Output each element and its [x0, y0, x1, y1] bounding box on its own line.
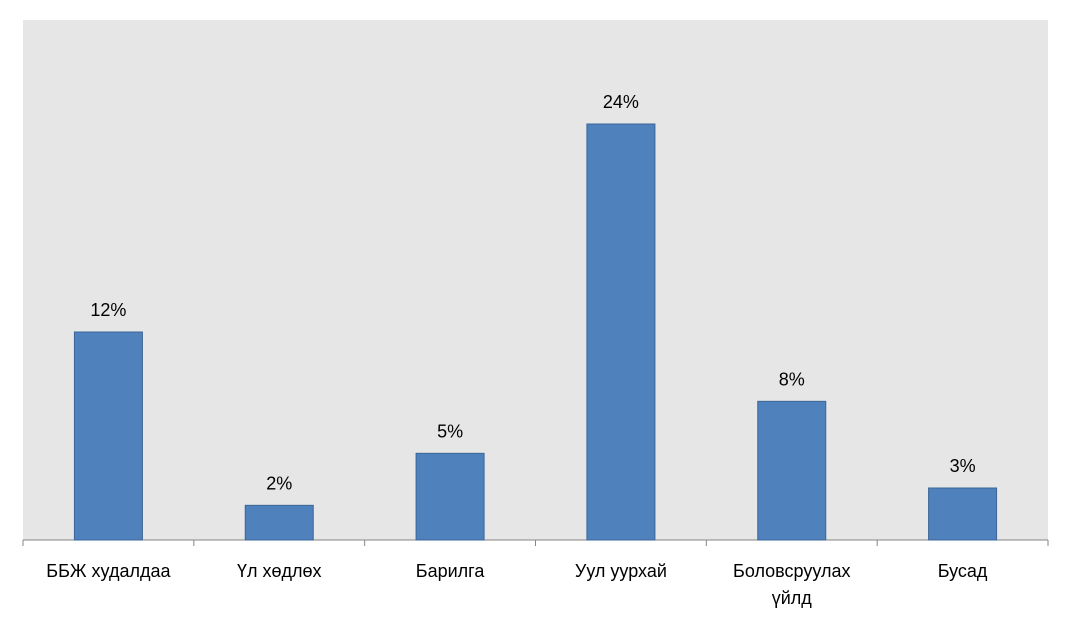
bar	[586, 123, 656, 541]
bar	[415, 452, 485, 541]
bar	[73, 331, 143, 541]
value-label: 24%	[603, 92, 639, 112]
x-tick-label: ББЖ худалдаа	[46, 561, 171, 581]
value-label: 2%	[266, 473, 292, 493]
bar	[928, 487, 998, 541]
x-tick-label: Уул уурхай	[574, 561, 667, 581]
bar	[244, 504, 314, 541]
value-label: 8%	[779, 369, 805, 389]
x-tick-label: Барилга	[415, 561, 485, 581]
bar	[757, 400, 827, 541]
plot-area	[23, 20, 1048, 540]
x-tick-label: Боловсруулах үйлд	[733, 561, 851, 608]
x-tick-label: Үл хөдлөх	[236, 561, 322, 581]
value-label: 3%	[950, 456, 976, 476]
value-label: 12%	[90, 300, 126, 320]
value-label: 5%	[437, 421, 463, 441]
x-tick-label: Бусад	[937, 561, 988, 581]
